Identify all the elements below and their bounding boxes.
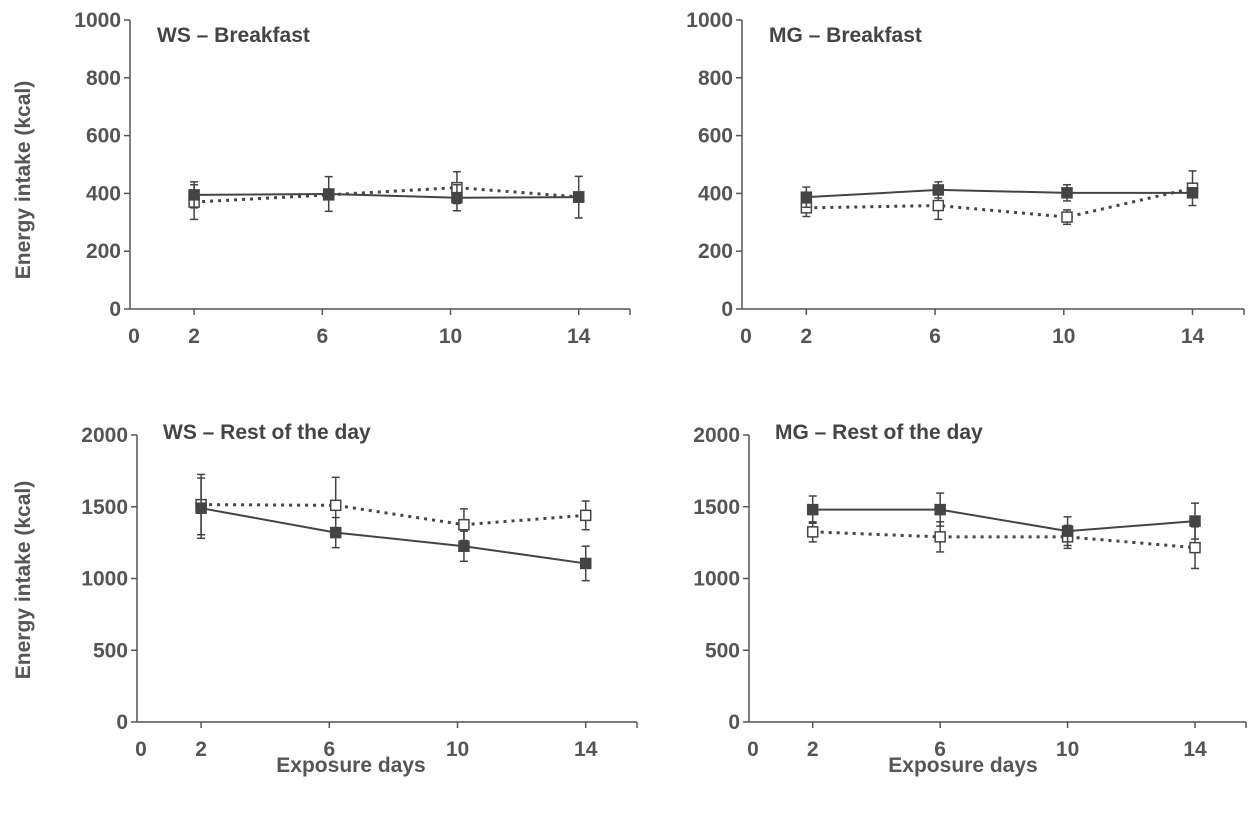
data-point-filled (932, 184, 945, 196)
series-line (806, 188, 1193, 199)
chart-panel-ws-rest: WS – Rest of the day 0 500 1000 1500 2000 0 2 6 1… (81, 421, 638, 761)
x-tick-label: 2 (807, 738, 819, 761)
y-tick-label: 1000 (693, 568, 740, 591)
data-point-filled (572, 191, 585, 203)
data-point-filled (579, 557, 592, 570)
series-filled (800, 181, 1199, 209)
y-tick-label: 400 (86, 182, 121, 205)
y-tick-label: 1500 (693, 496, 740, 519)
y-tick-label: 1000 (81, 568, 128, 591)
x-tick-label: 10 (446, 738, 469, 761)
y-tick-label: 200 (698, 240, 733, 263)
chart-title: MG – Rest of the day (775, 421, 983, 444)
series-open (806, 521, 1201, 570)
chart-panel-mg-rest: MG – Rest of the day 0 500 1000 1500 2000 0 2 6 1… (693, 421, 1247, 761)
series-filled (188, 175, 585, 219)
series-line (194, 192, 579, 199)
y-tick-label: 800 (86, 67, 121, 90)
y-axis-title: Energy intake (kcal) (12, 481, 35, 679)
series-open (800, 170, 1199, 226)
x-tick-label: 0 (128, 325, 140, 348)
x-tick-label: 2 (801, 325, 813, 348)
data-point-filled (322, 188, 335, 200)
x-tick-label: 14 (1181, 325, 1205, 348)
y-tick-label: 1000 (74, 9, 121, 32)
data-point-filled (329, 526, 342, 539)
x-tick-label: 14 (1183, 738, 1207, 761)
x-tick-label: 0 (740, 325, 752, 348)
y-tick-label: 0 (109, 298, 121, 321)
x-axis-title: Exposure days (276, 754, 425, 777)
x-tick-label: 2 (195, 738, 207, 761)
y-tick-label: 500 (705, 639, 740, 662)
y-axis-title-top: Energy intake (kcal) (12, 81, 35, 279)
data-point-filled (934, 503, 946, 516)
y-tick-label: 2000 (693, 424, 740, 447)
y-tick-label: 0 (721, 298, 733, 321)
data-point-filled (195, 502, 207, 514)
x-tick-label: 2 (188, 325, 200, 348)
data-point-filled (458, 540, 470, 552)
series-line (200, 507, 586, 565)
chart-panel-ws-breakfast: WS – Breakfast 0 200 400 600 800 1000 0 2 6 10 14 (74, 9, 631, 348)
series-open (195, 473, 592, 542)
data-point-open (458, 518, 470, 531)
chart-title: WS – Breakfast (157, 24, 310, 47)
data-point-filled (1061, 187, 1073, 199)
data-point-filled (1061, 525, 1074, 537)
x-tick-label: 6 (934, 738, 946, 761)
y-tick-label: 600 (698, 125, 733, 148)
y-tick-label: 800 (698, 67, 733, 90)
x-tick-label: 10 (1056, 738, 1079, 761)
y-tick-label: 0 (116, 711, 128, 734)
data-point-open (932, 199, 945, 212)
y-axis-title-bottom: Energy intake (kcal) (12, 481, 35, 679)
data-point-open (1189, 541, 1201, 554)
series-line (201, 503, 586, 527)
y-tick-label: 200 (86, 240, 121, 263)
y-tick-label: 500 (93, 639, 128, 662)
data-point-open (579, 509, 592, 522)
chart-title: WS – Rest of the day (163, 421, 371, 444)
x-tick-label: 6 (316, 325, 328, 348)
x-tick-label: 6 (323, 738, 335, 761)
data-point-filled (1186, 187, 1199, 199)
data-point-filled (188, 189, 200, 201)
y-tick-label: 600 (86, 125, 121, 148)
data-point-filled (451, 191, 463, 204)
x-tick-label: 10 (439, 325, 462, 348)
y-tick-label: 2000 (81, 424, 128, 447)
data-point-filled (806, 503, 819, 516)
y-tick-label: 400 (698, 182, 733, 205)
y-tick-label: 1000 (686, 9, 733, 32)
y-tick-label: 0 (728, 711, 740, 734)
series-line (812, 530, 1196, 550)
x-tick-label: 0 (135, 738, 147, 761)
x-tick-label: 6 (929, 325, 941, 348)
data-point-open (806, 526, 819, 538)
data-point-filled (1189, 515, 1201, 527)
x-tick-label: 14 (567, 325, 591, 348)
x-axis-title: Exposure days (888, 754, 1037, 777)
chart-title: MG – Breakfast (769, 24, 922, 47)
series-line (812, 508, 1196, 533)
y-axis-title: Energy intake (kcal) (12, 81, 35, 279)
y-tick-label: 1500 (81, 496, 128, 519)
x-tick-label: 10 (1052, 325, 1075, 348)
series-line (806, 186, 1193, 219)
data-point-open (1061, 211, 1073, 223)
data-point-open (329, 499, 342, 512)
data-point-filled (800, 191, 813, 203)
x-tick-label: 0 (747, 738, 759, 761)
series-filled (806, 492, 1201, 547)
series-filled (195, 477, 592, 582)
data-point-open (934, 531, 946, 543)
x-tick-label: 14 (574, 738, 598, 761)
chart-panel-mg-breakfast: MG – Breakfast 0 200 400 600 800 1000 0 2 6 10 14 (686, 9, 1245, 348)
